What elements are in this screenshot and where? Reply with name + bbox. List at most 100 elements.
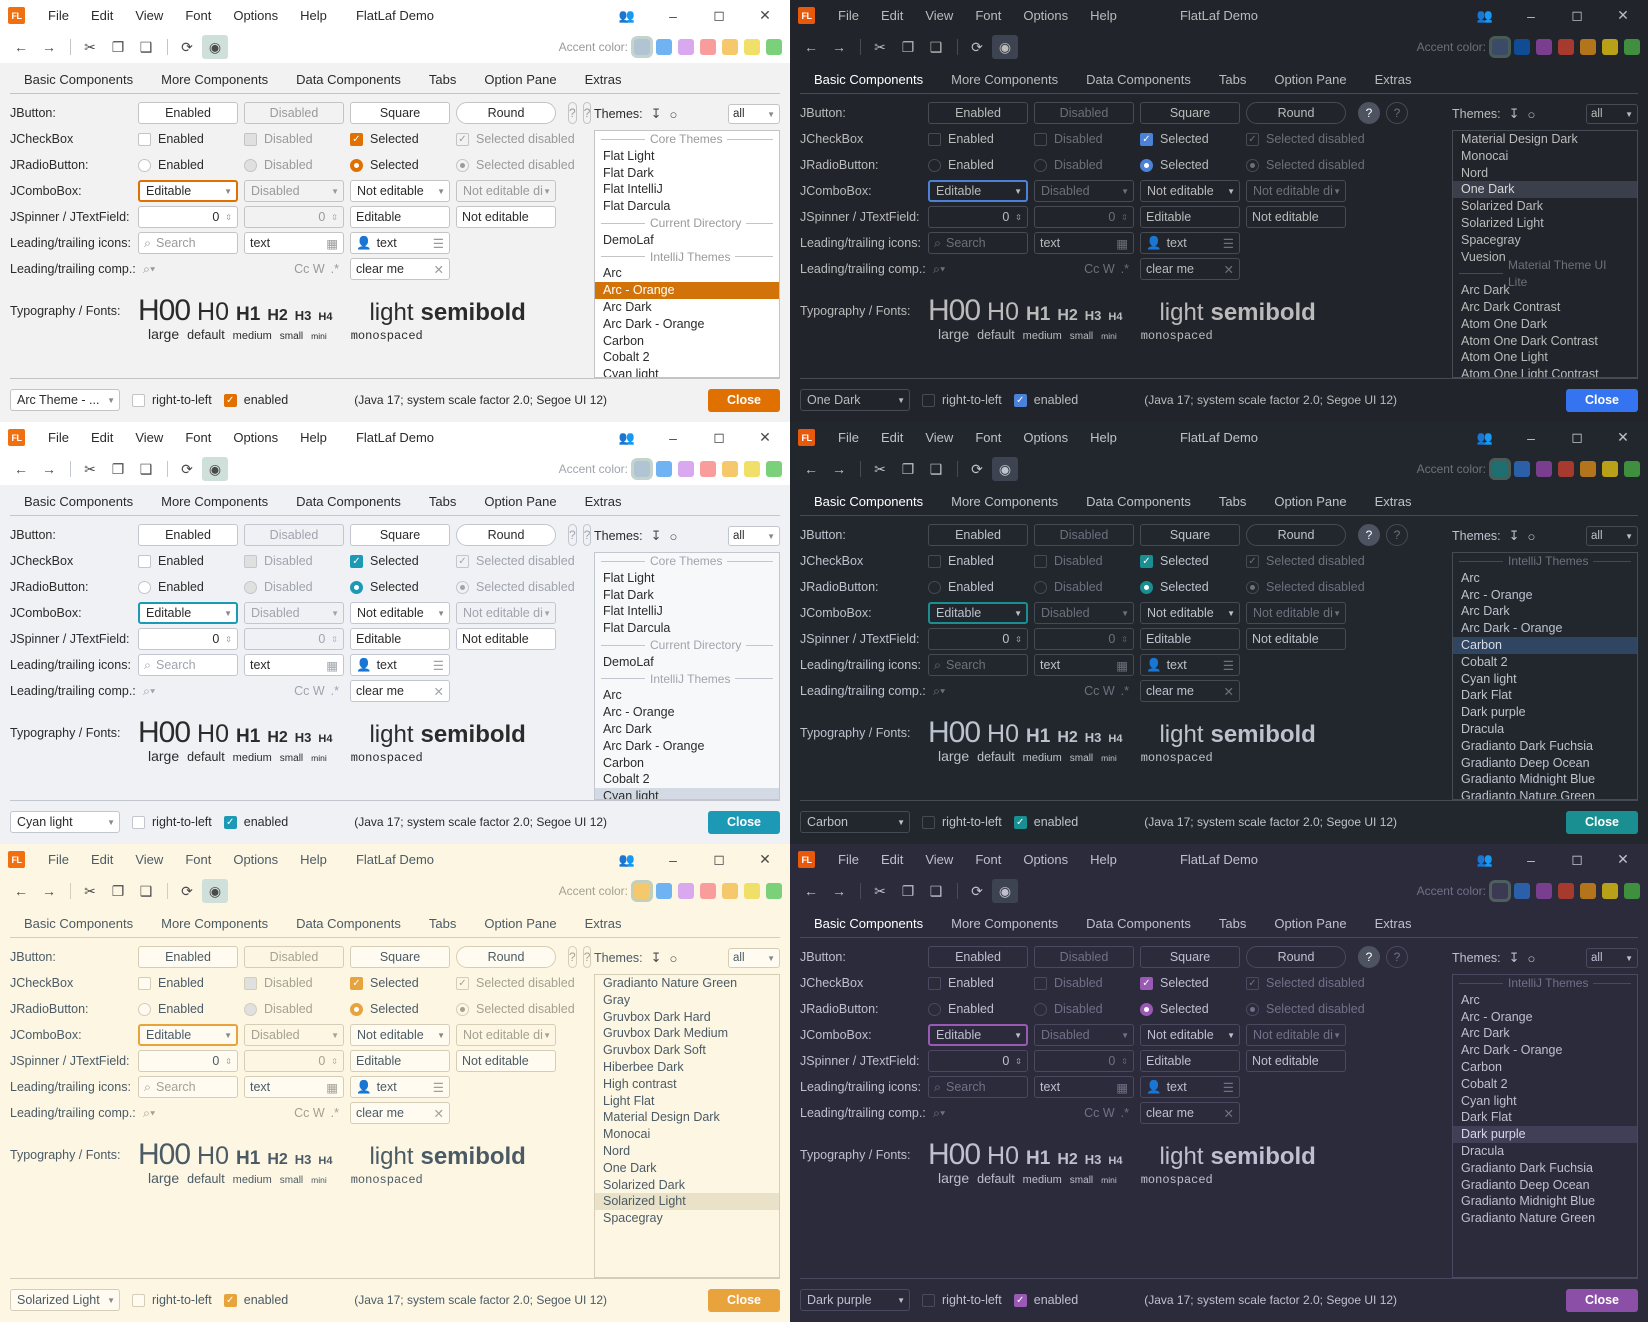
theme-filter-combobox[interactable]: all ▼	[1586, 948, 1638, 968]
theme-list-item[interactable]: Cyan light	[1461, 671, 1517, 686]
text-field-with-trailing-icon[interactable]: text ▦	[1034, 1076, 1134, 1098]
current-theme-combobox[interactable]: Dark purple ▼	[800, 1289, 910, 1311]
minimize-button[interactable]: –	[669, 851, 677, 868]
button[interactable]: Round	[456, 524, 556, 546]
theme-list-item[interactable]: Flat Darcula	[603, 621, 671, 636]
cut-icon[interactable]: ✂	[874, 882, 886, 899]
menu-item-font[interactable]: Font	[975, 430, 1002, 445]
accent-swatch-4[interactable]	[1580, 39, 1596, 55]
people-icon[interactable]: 👥	[618, 7, 636, 23]
button[interactable]: Round	[456, 102, 556, 124]
match-case-icon[interactable]: Cc W	[294, 262, 325, 276]
help-button-filled[interactable]: ?	[1358, 102, 1380, 124]
tab-option-pane[interactable]: Option Pane	[484, 494, 557, 509]
text-field[interactable]: Editable	[350, 628, 450, 650]
checkbox-box[interactable]: ✓	[223, 1293, 237, 1307]
grid-icon[interactable]: ▦	[326, 658, 338, 673]
checkbox[interactable]: ✓ Selected	[350, 554, 450, 568]
tab-extras[interactable]: Extras	[584, 494, 622, 509]
tab-more-components[interactable]: More Components	[161, 72, 269, 87]
back-arrow-icon[interactable]: ←	[14, 39, 28, 55]
people-icon[interactable]: 👥	[1476, 429, 1494, 445]
paste-icon[interactable]: ❑	[929, 882, 943, 899]
menu-item-view[interactable]: View	[925, 8, 954, 23]
theme-list-item[interactable]: Flat Dark	[603, 165, 654, 180]
button[interactable]: Enabled	[138, 102, 238, 124]
spinner[interactable]: 0 ⇳	[928, 206, 1028, 228]
back-arrow-icon[interactable]: ←	[804, 39, 818, 55]
menu-item-font[interactable]: Font	[185, 852, 212, 867]
grid-icon[interactable]: ▦	[1116, 236, 1128, 251]
combobox[interactable]: Editable ▼	[928, 602, 1028, 624]
search-field[interactable]: ⌕ Search	[138, 1076, 238, 1098]
list-icon[interactable]: ☰	[1222, 658, 1234, 673]
chevron-down-icon[interactable]: ▼	[331, 186, 339, 196]
theme-list-item[interactable]: Nord	[1461, 165, 1489, 180]
accent-swatch-6[interactable]	[1624, 461, 1640, 477]
text-field[interactable]: Editable	[1140, 628, 1240, 650]
search-field-advanced[interactable]: ⌕▾ Cc W .*	[928, 1102, 1134, 1124]
theme-list-item[interactable]: DemoLaf	[603, 654, 654, 669]
close-icon[interactable]: ✕	[1223, 262, 1234, 277]
accent-swatch-6[interactable]	[766, 883, 782, 899]
text-field[interactable]: Not editable	[1246, 628, 1346, 650]
list-icon[interactable]: ☰	[1222, 236, 1234, 251]
spinner-arrows-icon[interactable]: ⇳	[225, 634, 232, 644]
theme-list-item[interactable]: Atom One Light	[1461, 350, 1548, 365]
current-theme-combobox[interactable]: Carbon ▼	[800, 811, 910, 833]
tab-more-components[interactable]: More Components	[951, 916, 1059, 931]
close-button[interactable]: ✕	[1617, 851, 1629, 867]
people-icon[interactable]: 👥	[1476, 7, 1494, 23]
accent-swatch-0[interactable]	[1489, 36, 1511, 58]
checkbox[interactable]: ✓ Selected	[1140, 132, 1240, 146]
theme-list-item[interactable]: Flat Darcula	[603, 199, 671, 214]
paste-icon[interactable]: ❑	[929, 38, 943, 55]
theme-list-item[interactable]: Hiberbee Dark	[603, 1059, 684, 1074]
menu-item-edit[interactable]: Edit	[90, 852, 114, 867]
text-field[interactable]: Not editable	[456, 206, 556, 228]
theme-list-item[interactable]: Gruvbox Dark Medium	[603, 1026, 729, 1041]
theme-list-item[interactable]: Cyan light	[1461, 1093, 1517, 1108]
forward-arrow-icon[interactable]: →	[832, 461, 846, 477]
radio-circle[interactable]	[138, 1002, 151, 1016]
radio-button[interactable]: Selected	[1140, 580, 1240, 594]
theme-list[interactable]: IntelliJ Themes Arc Arc - Orange Arc Dark Ar…	[1452, 552, 1638, 800]
clear-me-field[interactable]: clear me ✕	[1140, 1102, 1240, 1124]
button[interactable]: Square	[1140, 946, 1240, 968]
chevron-down-icon[interactable]: ▼	[224, 608, 232, 618]
radio-circle[interactable]	[928, 158, 941, 172]
accent-swatch-0[interactable]	[1489, 880, 1511, 902]
download-icon[interactable]: ↧	[1508, 528, 1520, 543]
enabled-checkbox[interactable]: ✓ enabled	[223, 1293, 288, 1307]
tab-extras[interactable]: Extras	[1374, 72, 1412, 87]
checkbox-box[interactable]	[922, 1293, 935, 1307]
checkbox-box[interactable]	[928, 554, 941, 568]
match-case-icon[interactable]: Cc W	[1084, 684, 1115, 698]
button[interactable]: Square	[1140, 102, 1240, 124]
tab-data-components[interactable]: Data Components	[296, 72, 401, 87]
text-field[interactable]: Not editable	[1246, 1050, 1346, 1072]
chevron-down-icon[interactable]: ▼	[1014, 1030, 1022, 1040]
github-icon[interactable]: ○	[1527, 950, 1536, 966]
menu-item-view[interactable]: View	[925, 852, 954, 867]
spinner[interactable]: 0 ⇳	[138, 1050, 238, 1072]
checkbox[interactable]: ✓ Selected	[350, 976, 450, 990]
tab-basic-components[interactable]: Basic Components	[814, 494, 924, 509]
theme-list-item[interactable]: One Dark	[603, 1160, 657, 1175]
radio-button[interactable]: Enabled	[138, 158, 238, 172]
accent-swatch-5[interactable]	[1602, 39, 1618, 55]
theme-list-item[interactable]: Arc	[1461, 992, 1480, 1007]
spinner[interactable]: 0 ⇳	[928, 628, 1028, 650]
menu-item-edit[interactable]: Edit	[90, 8, 114, 23]
regex-icon[interactable]: .*	[1120, 262, 1129, 276]
close-dialog-button[interactable]: Close	[1566, 810, 1638, 834]
menu-item-view[interactable]: View	[135, 430, 164, 445]
text-field[interactable]: Editable	[350, 1050, 450, 1072]
button[interactable]: Square	[350, 102, 450, 124]
accent-swatch-3[interactable]	[700, 39, 716, 55]
tab-extras[interactable]: Extras	[1374, 916, 1412, 931]
checkbox[interactable]: Enabled	[928, 132, 1028, 146]
close-dialog-button[interactable]: Close	[1566, 388, 1638, 412]
tab-extras[interactable]: Extras	[1374, 494, 1412, 509]
text-field[interactable]: Editable	[1140, 1050, 1240, 1072]
